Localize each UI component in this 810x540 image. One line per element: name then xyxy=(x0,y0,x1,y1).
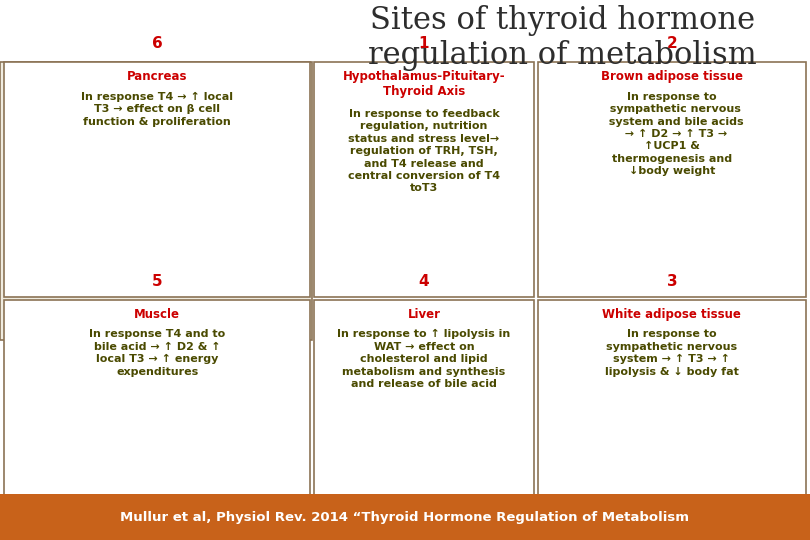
Text: 1: 1 xyxy=(419,36,429,51)
FancyBboxPatch shape xyxy=(4,300,310,500)
Text: Hypothalamus-Pituitary-
Thyroid Axis: Hypothalamus-Pituitary- Thyroid Axis xyxy=(343,70,505,98)
Text: In response to feedback
regulation, nutrition
status and stress level→
regulatio: In response to feedback regulation, nutr… xyxy=(348,109,500,193)
Text: In response to
  sympathetic nervous
  system and bile acids
  → ↑ D2 → ↑ T3 →
↑: In response to sympathetic nervous syste… xyxy=(600,92,744,176)
Text: Sites of thyroid hormone
regulation of metabolism: Sites of thyroid hormone regulation of m… xyxy=(368,5,757,71)
Text: [Thyroid Regulation
Diagram]: [Thyroid Regulation Diagram] xyxy=(108,191,204,212)
Text: 5: 5 xyxy=(151,274,163,289)
Text: Pancreas: Pancreas xyxy=(127,70,187,83)
Text: 6: 6 xyxy=(151,36,163,51)
FancyBboxPatch shape xyxy=(314,62,534,297)
Text: 3: 3 xyxy=(667,274,677,289)
FancyBboxPatch shape xyxy=(538,62,806,297)
Text: In response T4 → ↑ local
T3 → effect on β cell
function & proliferation: In response T4 → ↑ local T3 → effect on … xyxy=(81,92,233,127)
Text: In response to ↑ lipolysis in
WAT → effect on
cholesterol and lipid
metabolism a: In response to ↑ lipolysis in WAT → effe… xyxy=(338,329,510,389)
FancyBboxPatch shape xyxy=(4,62,310,297)
Text: In response to
sympathetic nervous
system → ↑ T3 → ↑
lipolysis & ↓ body fat: In response to sympathetic nervous syste… xyxy=(605,329,739,377)
Text: 4: 4 xyxy=(419,274,429,289)
Text: 2: 2 xyxy=(667,36,677,51)
Text: Liver: Liver xyxy=(407,308,441,321)
Text: Brown adipose tissue: Brown adipose tissue xyxy=(601,70,743,83)
Text: Mullur et al, Physiol Rev. 2014 “Thyroid Hormone Regulation of Metabolism: Mullur et al, Physiol Rev. 2014 “Thyroid… xyxy=(121,510,689,524)
FancyBboxPatch shape xyxy=(0,494,810,540)
Text: White adipose tissue: White adipose tissue xyxy=(603,308,741,321)
Text: Muscle: Muscle xyxy=(134,308,180,321)
Text: In response T4 and to
bile acid → ↑ D2 & ↑
local T3 → ↑ energy
expenditures: In response T4 and to bile acid → ↑ D2 &… xyxy=(89,329,225,377)
FancyBboxPatch shape xyxy=(0,62,312,340)
FancyBboxPatch shape xyxy=(314,300,534,500)
FancyBboxPatch shape xyxy=(538,300,806,500)
